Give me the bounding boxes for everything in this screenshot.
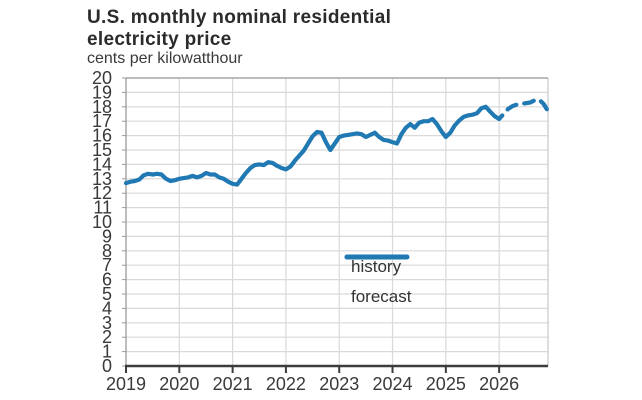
y-tick-label: 15 <box>92 140 112 160</box>
x-tick-label: 2026 <box>479 374 519 394</box>
legend-label-forecast: forecast <box>351 287 412 306</box>
chart-title-line2: electricity price <box>87 29 232 50</box>
x-tick-label: 2019 <box>106 374 146 394</box>
y-tick-label: 16 <box>92 126 112 146</box>
y-tick-label: 3 <box>102 313 112 333</box>
chart-unit-label: cents per kilowatthour <box>87 50 243 67</box>
y-tick-label: 0 <box>102 356 112 376</box>
y-tick-label: 12 <box>92 183 112 203</box>
legend-row-forecast: forecast <box>344 254 412 312</box>
y-tick-label: 20 <box>92 68 112 88</box>
y-tick-label: 5 <box>102 284 112 304</box>
y-tick-label: 18 <box>92 97 112 117</box>
x-tick-label: 2024 <box>373 374 413 394</box>
x-tick-label: 2021 <box>213 374 253 394</box>
y-tick-label: 19 <box>92 82 112 102</box>
history-line-series <box>123 104 497 187</box>
y-tick-label: 8 <box>102 241 112 261</box>
y-tick-label: 11 <box>93 198 112 218</box>
y-tick-label: 17 <box>92 111 112 131</box>
forecast-dashed-line-swatch-icon <box>344 254 410 260</box>
x-tick-label: 2022 <box>266 374 306 394</box>
y-tick-label: 9 <box>102 226 112 246</box>
chart-legend: history forecast <box>344 252 411 312</box>
y-tick-label: 13 <box>92 169 112 189</box>
y-tick-label: 7 <box>102 255 112 275</box>
x-tick-label: 2023 <box>319 374 359 394</box>
legend-label-history: history <box>351 257 402 276</box>
chart-title-line1: U.S. monthly nominal residential <box>87 7 392 28</box>
y-tick-label: 1 <box>102 342 112 362</box>
forecast-line-series <box>492 97 551 122</box>
x-tick-label: 2020 <box>159 374 199 394</box>
y-tick-label: 4 <box>102 298 112 318</box>
x-tick-label: 2025 <box>426 374 466 394</box>
chart-title: U.S. monthly nominal residential electri… <box>87 7 507 51</box>
y-tick-label: 14 <box>92 154 112 174</box>
y-tick-label: 2 <box>102 327 112 347</box>
y-tick-label: 6 <box>102 270 112 290</box>
y-tick-label: 10 <box>92 212 112 232</box>
